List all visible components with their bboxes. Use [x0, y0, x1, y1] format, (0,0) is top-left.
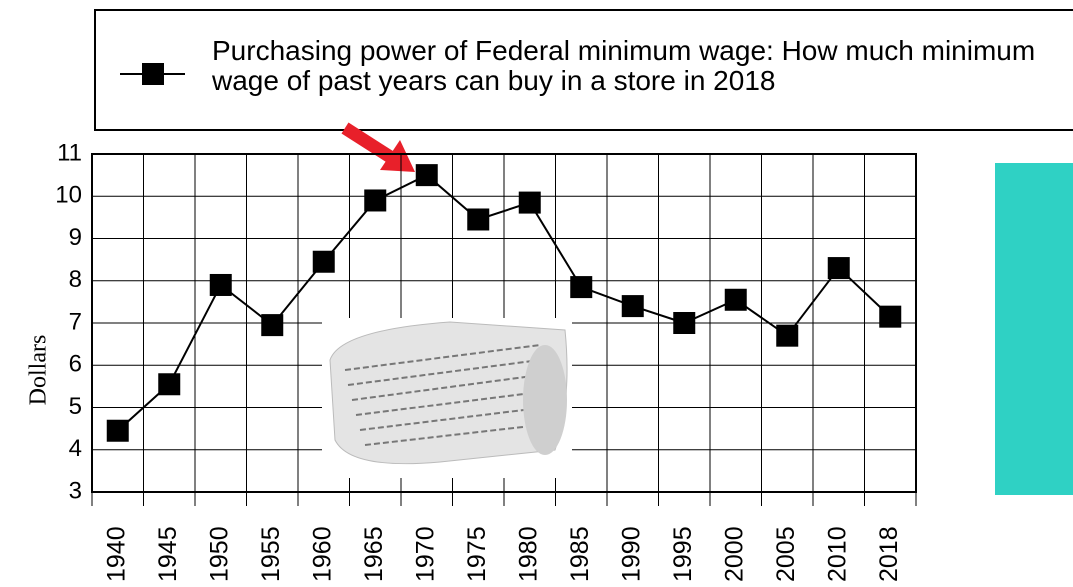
x-tick-label: 2010 [823, 526, 851, 582]
data-point [622, 295, 644, 317]
data-point [467, 208, 489, 230]
data-point [570, 276, 592, 298]
data-point [673, 312, 695, 334]
data-point [210, 274, 232, 296]
x-tick-label: 1945 [154, 526, 182, 582]
y-tick-label: 11 [57, 139, 82, 166]
y-tick-label: 8 [69, 266, 82, 293]
x-tick-label: 1955 [257, 526, 285, 582]
x-tick-label: 1965 [360, 526, 388, 582]
arrow [345, 128, 415, 172]
x-tick-label: 1985 [566, 526, 594, 582]
data-point [416, 164, 438, 186]
y-tick-label: 5 [69, 393, 82, 420]
data-point [107, 420, 129, 442]
data-point [364, 189, 386, 211]
x-tick-label: 1940 [102, 526, 130, 582]
x-tick-label: 1950 [205, 526, 233, 582]
y-axis-label: Dollars [26, 335, 52, 406]
y-tick-label: 6 [69, 351, 82, 378]
data-point [313, 251, 335, 273]
y-tick-label: 4 [69, 435, 82, 462]
side-image [995, 163, 1073, 495]
x-tick-label: 1995 [669, 526, 697, 582]
y-tick-label: 10 [55, 182, 82, 209]
data-point [158, 373, 180, 395]
page: Dollars 3 4 5 6 7 8 9 10 11 1940 1945 1950 1955 1960 1… [0, 0, 1073, 587]
x-tick-label: 1975 [463, 526, 491, 582]
x-tick-label: 2005 [772, 526, 800, 582]
x-tick-label: 2000 [720, 526, 748, 582]
data-point [828, 257, 850, 279]
x-tick-label: 1990 [617, 526, 645, 582]
data-point [879, 306, 901, 328]
x-tick-label: 1980 [514, 526, 542, 582]
data-point [725, 289, 747, 311]
x-tick-label: 1970 [411, 526, 439, 582]
data-point [519, 192, 541, 214]
data-point [776, 325, 798, 347]
data-point [261, 314, 283, 336]
legend-label: Purchasing power of Federal minimum wage… [212, 36, 1042, 96]
x-tick-label: 2018 [875, 526, 903, 582]
y-tick-label: 7 [69, 308, 82, 335]
x-tick-label: 1960 [308, 526, 336, 582]
y-tick-label: 9 [69, 224, 82, 251]
y-tick-label: 3 [69, 477, 82, 504]
receipt-image [322, 318, 572, 478]
